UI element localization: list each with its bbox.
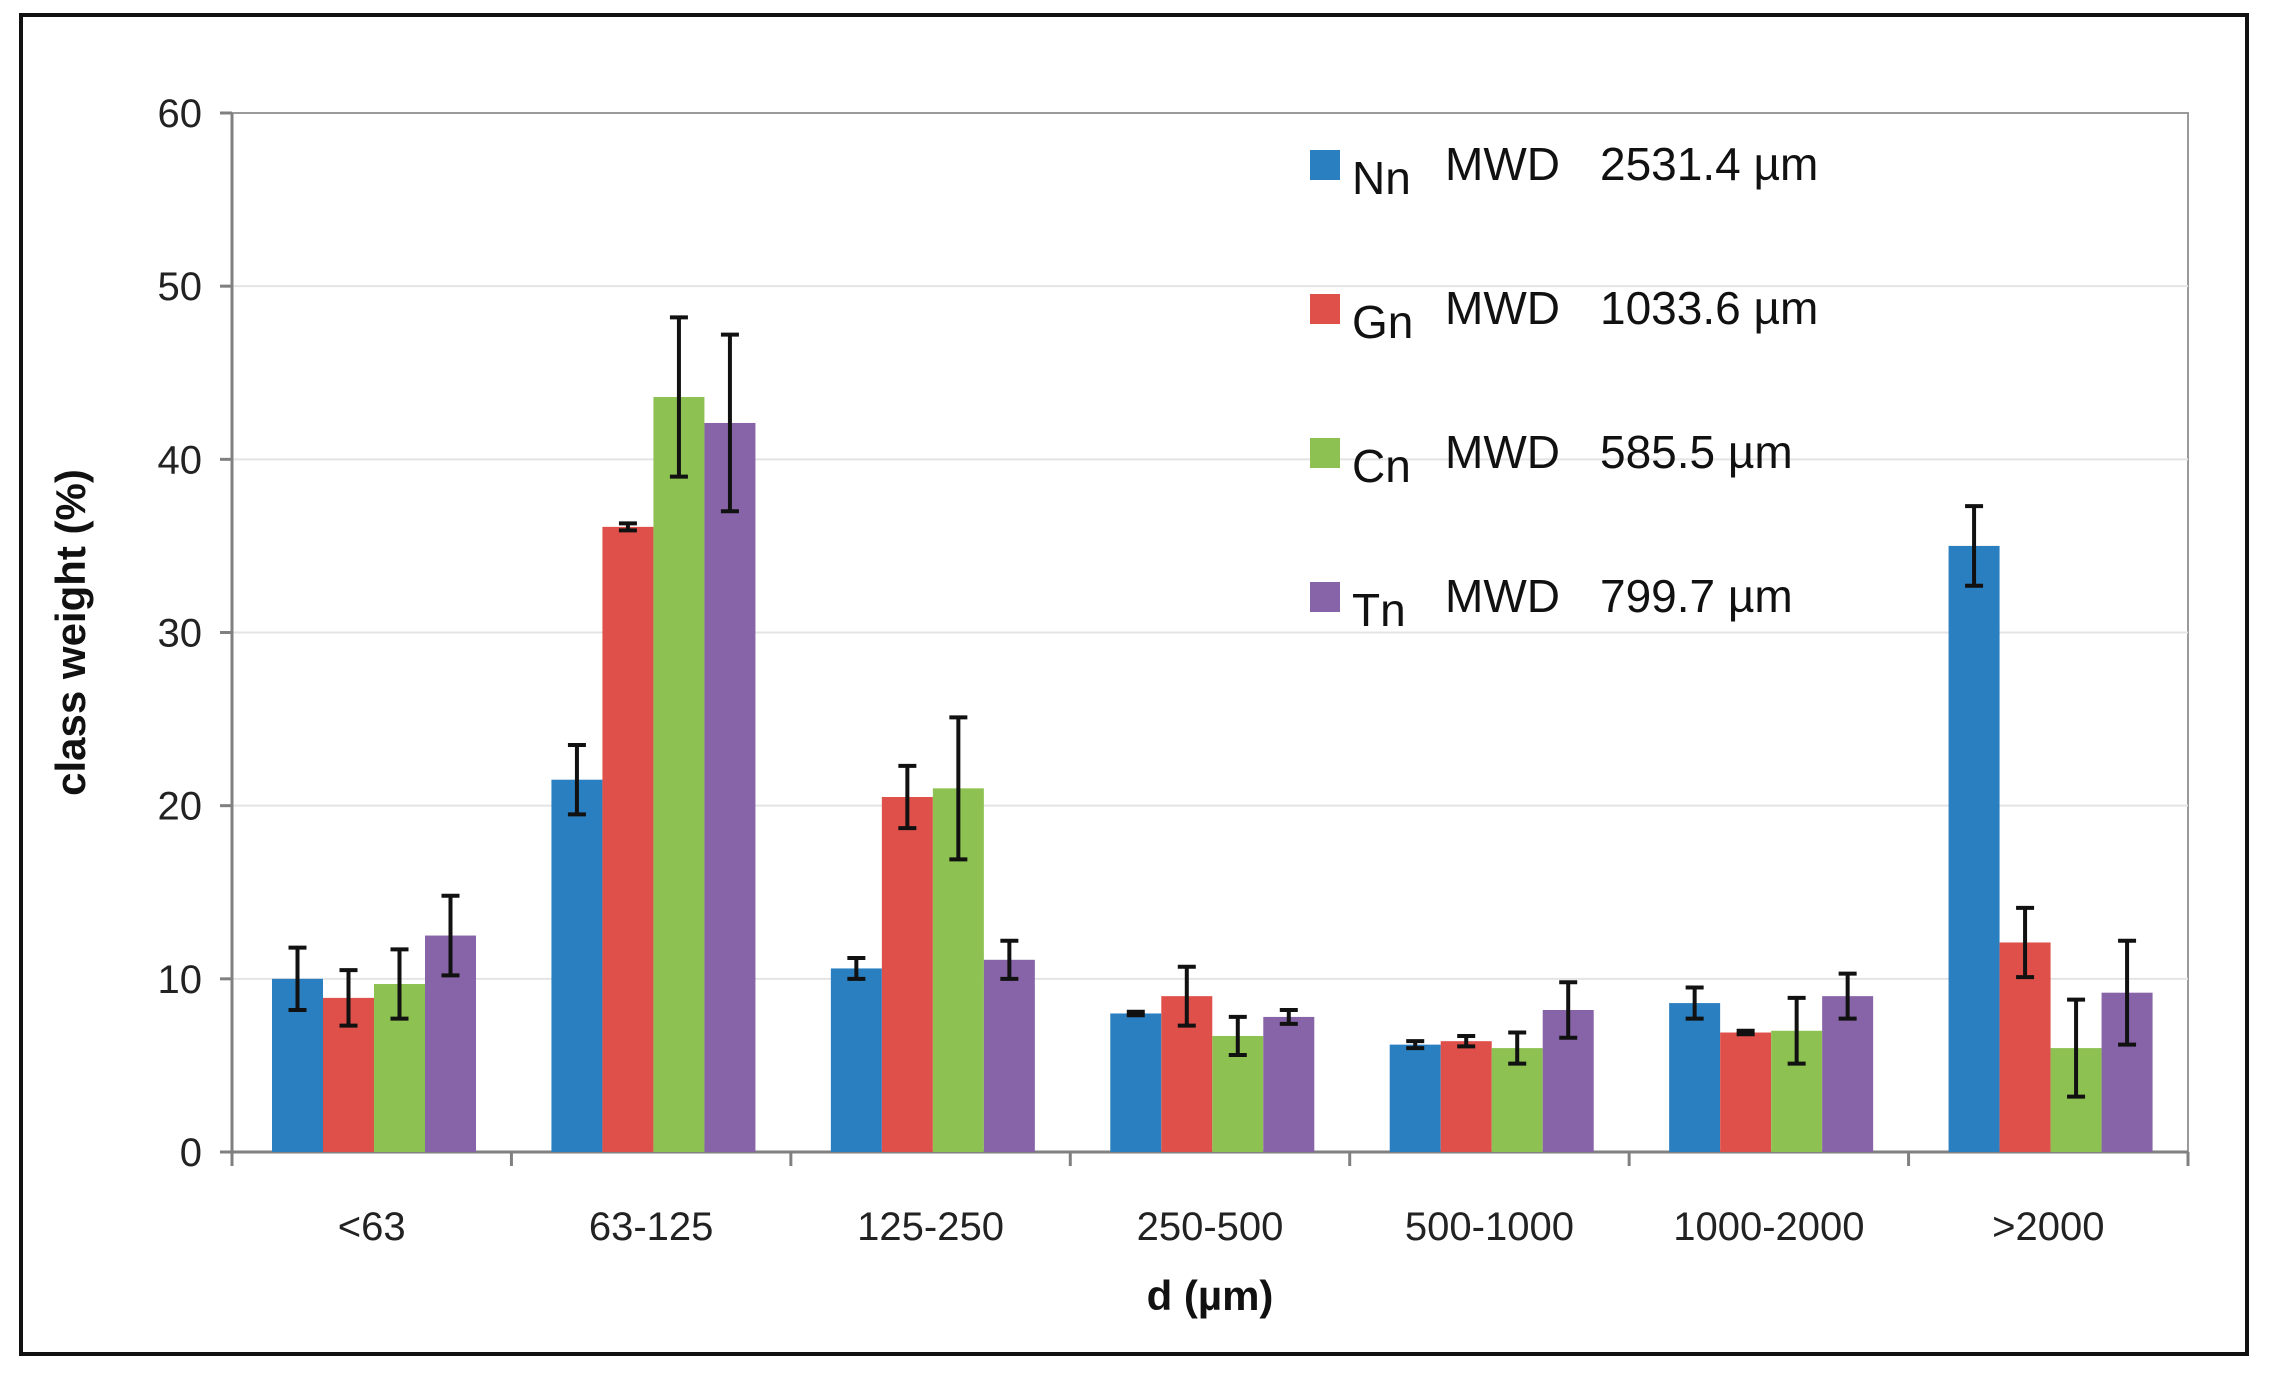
y-tick-label: 0 bbox=[180, 1131, 202, 1175]
bar-Nn-5 bbox=[1669, 1003, 1721, 1152]
legend-swatch-Tn bbox=[1310, 582, 1340, 612]
y-tick-label: 20 bbox=[158, 785, 203, 829]
legend-swatch-Gn bbox=[1310, 294, 1340, 324]
y-tick-label: 50 bbox=[158, 265, 203, 309]
legend-swatch-Nn bbox=[1310, 150, 1340, 180]
bar-Gn-2 bbox=[881, 797, 933, 1152]
legend: Nn MWD 2531.4 µm Gn MWD 1033.6 µm Cn MWD 585.5 µ… bbox=[1310, 138, 1818, 636]
legend-mwd-label: MWD bbox=[1445, 426, 1560, 478]
legend-series-name: Tn bbox=[1352, 584, 1406, 636]
x-tick-label: 1000-2000 bbox=[1673, 1205, 1864, 1249]
x-tick-label: <63 bbox=[338, 1205, 406, 1249]
x-tick-label: >2000 bbox=[1992, 1205, 2104, 1249]
legend-mwd-label: MWD bbox=[1445, 138, 1560, 190]
legend-mwd-value: 799.7 µm bbox=[1600, 570, 1793, 622]
x-tick-label: 63-125 bbox=[589, 1205, 714, 1249]
bar-Nn-4 bbox=[1389, 1044, 1441, 1152]
bar-Tn-1 bbox=[704, 422, 756, 1152]
legend-series-name: Cn bbox=[1352, 440, 1411, 492]
bar-Tn-2 bbox=[983, 959, 1035, 1152]
x-tick-label: 125-250 bbox=[857, 1205, 1004, 1249]
legend-series-name: Nn bbox=[1352, 152, 1411, 204]
legend-series-name: Gn bbox=[1352, 296, 1413, 348]
legend-swatch-Cn bbox=[1310, 438, 1340, 468]
bar-Gn-1 bbox=[602, 526, 654, 1152]
legend-mwd-label: MWD bbox=[1445, 282, 1560, 334]
legend-mwd-value: 1033.6 µm bbox=[1600, 282, 1818, 334]
x-tick-label: 250-500 bbox=[1137, 1205, 1284, 1249]
legend-mwd-value: 585.5 µm bbox=[1600, 426, 1793, 478]
bar-Nn-6 bbox=[1948, 545, 2000, 1152]
bar-Tn-3 bbox=[1263, 1016, 1315, 1152]
x-tick-label: 500-1000 bbox=[1405, 1205, 1574, 1249]
bar-Nn-3 bbox=[1110, 1013, 1162, 1152]
y-tick-label: 60 bbox=[158, 92, 203, 136]
legend-mwd-label: MWD bbox=[1445, 570, 1560, 622]
bar-Nn-1 bbox=[551, 779, 603, 1152]
bar-Gn-5 bbox=[1720, 1032, 1772, 1152]
y-tick-label: 40 bbox=[158, 438, 203, 482]
bar-Gn-4 bbox=[1440, 1041, 1492, 1152]
y-tick-label: 30 bbox=[158, 612, 203, 656]
bar-Tn-5 bbox=[1822, 996, 1874, 1152]
legend-mwd-value: 2531.4 µm bbox=[1600, 138, 1818, 190]
y-tick-label: 10 bbox=[158, 958, 203, 1002]
bar-Nn-2 bbox=[830, 968, 882, 1152]
y-axis-title: class weight (%) bbox=[47, 469, 94, 796]
x-axis-title: d (µm) bbox=[1147, 1272, 1274, 1319]
bar-Cn-1 bbox=[653, 396, 705, 1152]
